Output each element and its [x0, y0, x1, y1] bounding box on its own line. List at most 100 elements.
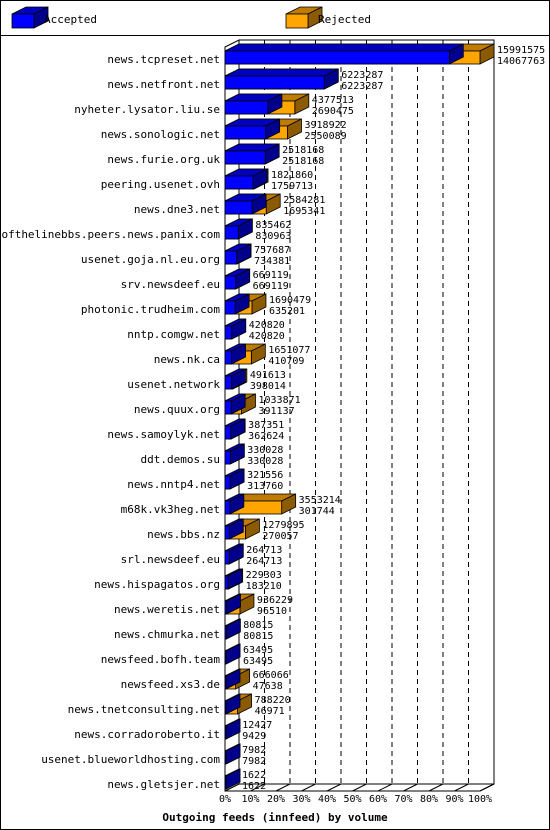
accepted-value-label: 734381: [254, 256, 290, 267]
accepted-value-label: 6223287: [341, 81, 383, 92]
accepted-value-label: 183210: [246, 581, 282, 592]
bar-row: [224, 118, 302, 140]
legend-accepted-label: Accepted: [44, 13, 97, 26]
x-tick-label: 30%: [292, 794, 310, 805]
bar-accepted: [224, 743, 241, 765]
accepted-value-label: 1622: [242, 781, 266, 792]
bar-accepted: [224, 143, 280, 165]
floor-tick: [301, 783, 316, 792]
bar-accepted: [224, 168, 268, 190]
accepted-value-label: 398014: [250, 381, 286, 392]
accepted-value-label: 669119: [253, 281, 289, 292]
accepted-value-label: 391137: [258, 406, 294, 417]
bar-row: [224, 68, 339, 90]
host-label: photonic.trudheim.com: [81, 303, 220, 316]
total-value-label: 7982: [242, 745, 266, 756]
x-tick-labels: 0% 10% 20% 30% 40% 50% 60% 70% 80% 90% 100%: [219, 794, 492, 805]
bar-accepted: [224, 593, 241, 615]
total-value-label: 936229: [257, 595, 293, 606]
bar-row: [224, 368, 248, 390]
total-value-label: 788220: [255, 695, 291, 706]
bar-row: [224, 743, 241, 765]
bar-row: [224, 568, 244, 590]
bar-row: [224, 593, 255, 615]
bar-accepted: [224, 218, 253, 240]
total-value-label: 321556: [247, 470, 283, 481]
total-value-label: 264713: [246, 545, 282, 556]
accepted-value-label: 330028: [247, 456, 283, 467]
legend-rejected-swatch: [285, 6, 323, 29]
bar-row: [224, 243, 252, 265]
total-value-label: 1033871: [258, 395, 300, 406]
accepted-value-label: 264713: [246, 556, 282, 567]
bar-row: [224, 293, 267, 315]
x-tick-label: 100%: [468, 794, 492, 805]
bar-row: [224, 343, 266, 365]
x-tick-label: 70%: [394, 794, 412, 805]
host-label: srv.newsdeef.eu: [121, 278, 220, 291]
total-value-label: 3553214: [299, 495, 341, 506]
accepted-value-label: 2690475: [312, 106, 354, 117]
accepted-value-label: 1759713: [271, 181, 313, 192]
floor-tick: [454, 783, 469, 792]
total-value-label: 229303: [246, 570, 282, 581]
bar-accepted: [224, 643, 241, 665]
host-label: news.tnetconsulting.net: [68, 703, 220, 716]
host-label: m68k.vk3heg.net: [121, 503, 220, 516]
x-tick-label: 40%: [318, 794, 336, 805]
x-tick-label: 20%: [267, 794, 285, 805]
accepted-value-label: 410709: [268, 356, 304, 367]
bar-row: [224, 618, 241, 640]
total-value-label: 1279895: [262, 520, 304, 531]
bar-row: [224, 693, 252, 715]
total-value-label: 420820: [249, 320, 285, 331]
floor-tick: [479, 783, 495, 792]
total-value-label: 491613: [250, 370, 286, 381]
total-value-label: 387351: [248, 420, 284, 431]
bar-row: [224, 643, 241, 665]
bar-accepted: [224, 118, 281, 140]
bar-accepted: [224, 68, 339, 90]
floor-tick: [275, 783, 291, 792]
host-label: news.dne3.net: [134, 203, 220, 216]
accepted-value-label: 14067763: [497, 56, 545, 67]
bar-row: [224, 668, 251, 690]
total-value-label: 2518168: [282, 145, 324, 156]
host-label: usenet.network: [127, 378, 220, 391]
accepted-value-label: 80815: [243, 631, 273, 642]
bar-row: [224, 543, 244, 565]
host-label: news.sonologic.net: [101, 128, 220, 141]
total-value-label: 63495: [243, 645, 273, 656]
bar-accepted: [224, 568, 243, 590]
floor-tick: [352, 783, 367, 792]
legend-rejected-box: [285, 6, 323, 29]
total-value-label: 80815: [243, 620, 273, 631]
floor-tick: [428, 783, 444, 792]
bar-accepted: [224, 418, 246, 440]
bar-accepted: [224, 243, 252, 265]
bar-accepted: [224, 718, 241, 740]
bar-row: [224, 768, 241, 790]
bar-accepted: [224, 493, 245, 515]
host-label: usenet.blueworldhosting.com: [41, 753, 220, 766]
bar-accepted: [224, 693, 241, 715]
total-value-label: 15991575: [497, 45, 545, 56]
host-label: news.bbs.nz: [147, 528, 220, 541]
accepted-value-label: 46971: [255, 706, 285, 717]
host-label: newsfeed.bofh.team: [101, 653, 221, 666]
floor-tick: [326, 783, 342, 792]
host-label: srl.newsdeef.eu: [121, 553, 220, 566]
bar-accepted: [224, 443, 245, 465]
accepted-value-label: 2518168: [282, 156, 324, 167]
accepted-value-label: 2550089: [304, 131, 346, 142]
total-value-label: 1690479: [269, 295, 311, 306]
bar-accepted: [224, 293, 250, 315]
total-value-label: 835462: [255, 220, 291, 231]
bar-accepted: [224, 468, 245, 490]
bar-accepted: [224, 768, 241, 790]
bar-row: [224, 443, 245, 465]
host-label: news.quux.org: [134, 403, 220, 416]
bar-row: [224, 268, 251, 290]
total-value-label: 669119: [253, 270, 289, 281]
